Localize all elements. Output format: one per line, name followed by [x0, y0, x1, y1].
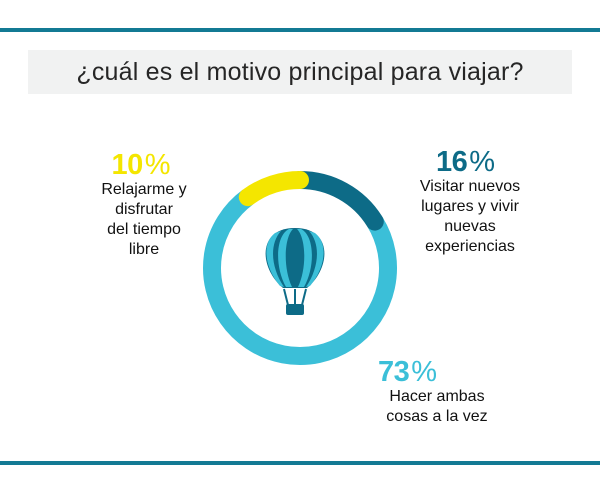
bottom-rule — [0, 461, 600, 465]
pct-visit: 16% — [406, 147, 534, 177]
pct-relax: 10% — [78, 150, 210, 180]
callout-both: 73% Hacer ambas cosas a la vez — [372, 357, 502, 427]
label-relax-line-2: disfrutar — [115, 201, 173, 218]
pct-visit-sign: % — [469, 146, 495, 178]
label-visit-line-4: experiencias — [425, 238, 515, 255]
top-rule — [0, 28, 600, 32]
label-visit-line-1: Visitar nuevos — [419, 178, 521, 195]
label-both-line-1: Hacer ambas — [389, 388, 485, 405]
label-visit-line-3: nuevas — [444, 218, 496, 235]
title-band: ¿cuál es el motivo principal para viajar… — [28, 50, 572, 94]
pct-both-sign: % — [411, 356, 437, 388]
donut-ring — [203, 171, 397, 365]
callout-relax: 10% Relajarme y disfrutar del tiempo lib… — [78, 150, 210, 260]
pct-both-value: 73 — [378, 356, 410, 388]
slice-both — [203, 189, 397, 365]
slice-relax — [238, 171, 309, 207]
chart-title: ¿cuál es el motivo principal para viajar… — [76, 58, 524, 86]
slice-visit — [291, 171, 384, 231]
pct-relax-sign: % — [144, 149, 171, 181]
hot-air-balloon-icon — [265, 228, 325, 315]
callout-visit: 16% Visitar nuevos lugares y vivir nueva… — [406, 147, 534, 257]
label-relax-line-1: Relajarme y — [101, 181, 187, 198]
label-relax-line-4: libre — [128, 241, 160, 258]
pct-relax-value: 10 — [111, 149, 143, 181]
label-both-line-2: cosas a la vez — [386, 408, 488, 425]
pct-visit-value: 16 — [436, 146, 468, 178]
label-relax-line-3: del tiempo — [107, 221, 181, 238]
label-visit-line-2: lugares y vivir — [421, 198, 519, 215]
pct-both: 73% — [372, 357, 502, 387]
